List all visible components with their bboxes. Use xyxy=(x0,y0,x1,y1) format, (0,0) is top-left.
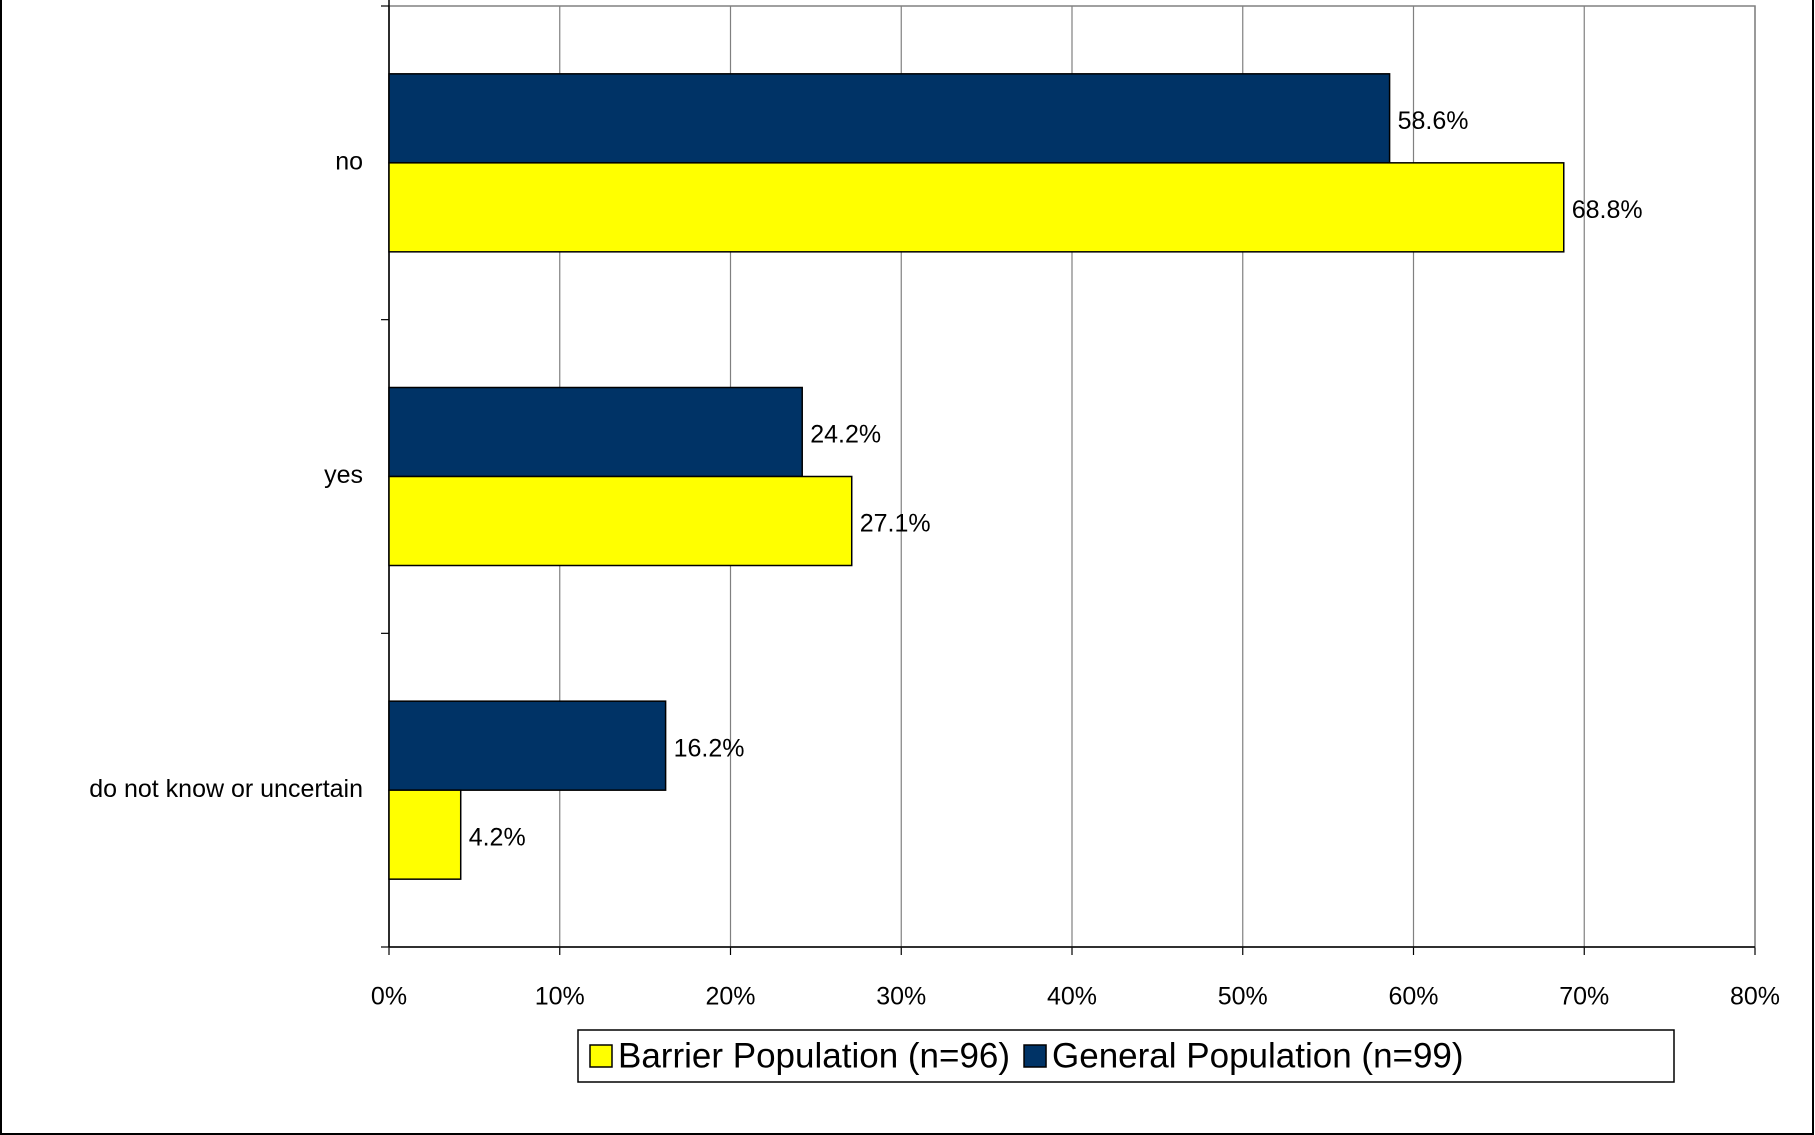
x-tick-label: 50% xyxy=(1218,983,1268,1011)
bar xyxy=(388,386,803,478)
x-tick-label: 70% xyxy=(1559,983,1609,1011)
y-tick-label: yes xyxy=(324,461,363,489)
legend-swatch xyxy=(1023,1044,1047,1068)
x-tick-label: 40% xyxy=(1047,983,1097,1011)
x-tick-label: 20% xyxy=(705,983,755,1011)
legend-swatch xyxy=(589,1044,613,1068)
bar xyxy=(388,162,1565,253)
x-tick-label: 80% xyxy=(1730,983,1780,1011)
legend-label: General Population (n=99) xyxy=(1052,1036,1464,1075)
data-label: 16.2% xyxy=(674,734,745,762)
bar xyxy=(388,475,853,567)
bar xyxy=(388,700,667,791)
bar xyxy=(388,789,462,880)
data-label: 27.1% xyxy=(860,510,931,538)
bar xyxy=(388,73,1391,164)
x-tick-label: 10% xyxy=(535,983,585,1011)
legend-box xyxy=(577,1029,1675,1083)
x-tick-label: 0% xyxy=(371,983,407,1011)
data-label: 58.6% xyxy=(1398,107,1469,135)
data-label: 4.2% xyxy=(469,823,526,851)
x-tick-label: 30% xyxy=(876,983,926,1011)
y-tick-label: no xyxy=(335,147,363,175)
data-label: 24.2% xyxy=(810,421,881,449)
legend-label: Barrier Population (n=96) xyxy=(618,1036,1010,1075)
data-label: 68.8% xyxy=(1572,196,1643,224)
y-tick-label: do not know or uncertain xyxy=(89,775,363,803)
x-tick-label: 60% xyxy=(1388,983,1438,1011)
